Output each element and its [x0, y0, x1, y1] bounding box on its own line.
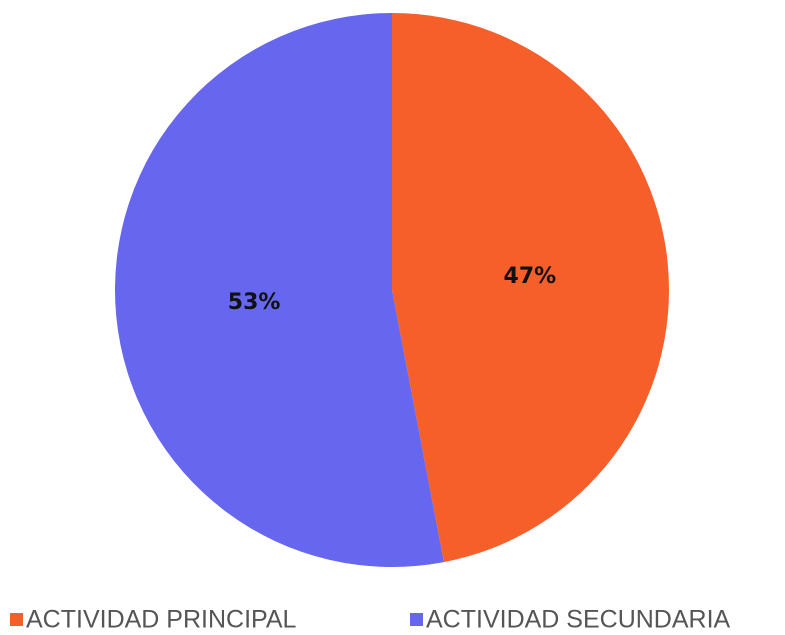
legend-swatch — [410, 613, 423, 626]
legend-label: ACTIVIDAD SECUNDARIA — [426, 606, 731, 634]
pie-slice — [392, 13, 670, 563]
data-label: 53% — [228, 290, 281, 315]
pie-slice — [115, 13, 444, 567]
data-label: 47% — [504, 264, 557, 289]
legend-label: ACTIVIDAD PRINCIPAL — [26, 606, 297, 634]
legend-swatch — [10, 613, 23, 626]
